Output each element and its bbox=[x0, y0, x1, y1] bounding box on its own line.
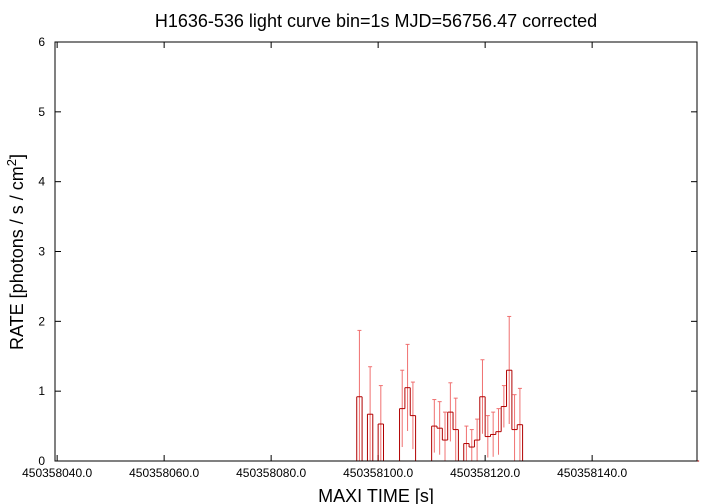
x-tick-label: 450358120.0 bbox=[450, 466, 520, 480]
y-axis-label: RATE [photons / s / cm2] bbox=[4, 154, 27, 350]
x-tick-label: 450358080.0 bbox=[236, 466, 306, 480]
plot-frame bbox=[54, 41, 698, 462]
y-tick-label: 6 bbox=[38, 35, 45, 49]
x-tick-label: 450358040.0 bbox=[22, 466, 92, 480]
y-tick-label: 5 bbox=[38, 105, 45, 119]
x-tick-label: 450358100.0 bbox=[343, 466, 413, 480]
y-tick-label: 0 bbox=[38, 454, 45, 468]
y-label-sup: 2 bbox=[4, 159, 19, 166]
y-label-main: RATE [photons / s / cm bbox=[7, 166, 27, 350]
chart-title: H1636-536 light curve bin=1s MJD=56756.4… bbox=[155, 11, 597, 31]
y-tick-label: 3 bbox=[38, 245, 45, 259]
y-label-end: ] bbox=[7, 154, 27, 159]
y-tick-label: 2 bbox=[38, 314, 45, 328]
x-tick-label: 450358140.0 bbox=[557, 466, 627, 480]
y-tick-label: 4 bbox=[38, 175, 45, 189]
x-axis-label: MAXI TIME [s] bbox=[318, 486, 434, 504]
y-tick-label: 1 bbox=[38, 384, 45, 398]
x-tick-label: 450358060.0 bbox=[129, 466, 199, 480]
